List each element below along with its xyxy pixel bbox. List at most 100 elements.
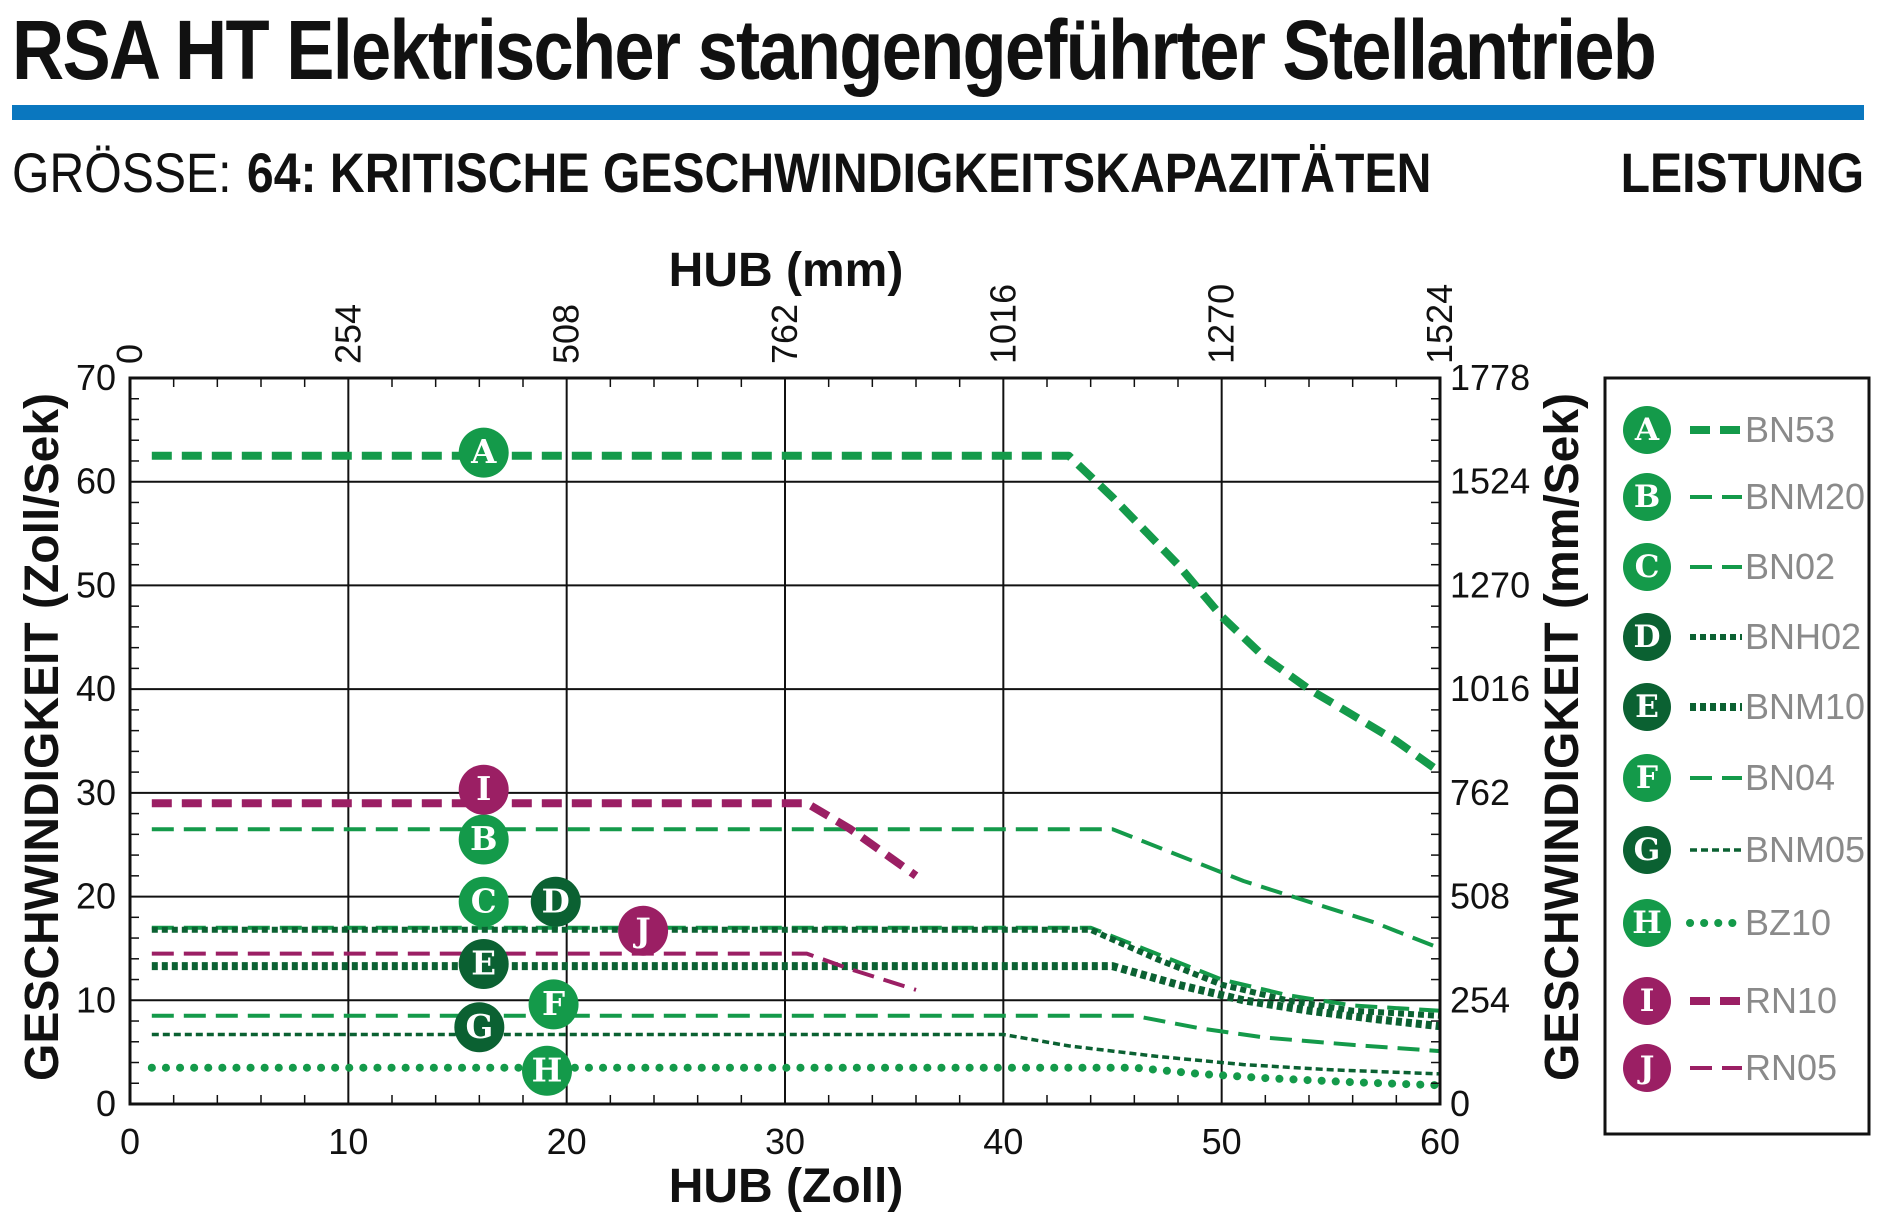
y-right-tick-label: 508	[1450, 876, 1510, 917]
legend-item: B BNM20	[1623, 473, 1865, 521]
legend-marker-j: J	[1623, 1044, 1671, 1092]
series-line-bn53	[151, 451, 1443, 776]
svg-text:C: C	[471, 881, 497, 920]
series-marker-c: C	[458, 876, 509, 927]
grid-layer	[130, 378, 1440, 1104]
x-top-tick-label: 1270	[1201, 284, 1242, 364]
subtitle: GRÖSSE: 64: KRITISCHE GESCHWINDIGKEITSKAP…	[12, 140, 1431, 205]
y-tick-label: 30	[76, 772, 116, 813]
legend-marker-c: C	[1623, 543, 1671, 591]
y-right-tick-label: 254	[1450, 979, 1510, 1020]
x-top-tick-label: 762	[764, 304, 805, 364]
x-top-tick-label: 254	[327, 304, 368, 364]
legend-label: BN04	[1745, 757, 1835, 798]
svg-text:A: A	[470, 432, 497, 471]
series-marker-f: F	[528, 979, 579, 1030]
x-tick-label: 40	[983, 1121, 1023, 1162]
legend-label: BZ10	[1745, 902, 1831, 943]
plot-frame	[128, 376, 1442, 1106]
series-marker-d: D	[530, 876, 581, 927]
series-marker-e: E	[458, 938, 509, 989]
legend-marker-e: E	[1623, 683, 1671, 731]
series-line-rn05	[151, 951, 917, 992]
series-marker-b: B	[458, 814, 509, 865]
title-rule	[12, 105, 1864, 120]
series-line-bnm10	[151, 962, 1441, 1031]
legend-marker-d: D	[1623, 613, 1671, 661]
series-line-bn04	[151, 1013, 1441, 1054]
legend-item: I RN10	[1623, 977, 1837, 1025]
y-right-tick-label: 0	[1450, 1083, 1470, 1124]
legend-label: BNH02	[1745, 616, 1861, 657]
series-marker-j: J	[618, 905, 669, 956]
legend-label: BNM05	[1745, 829, 1865, 870]
y-axis-left-title: GESCHWINDIGKEIT (Zoll/Sek)	[16, 393, 69, 1081]
y-tick-label: 40	[76, 668, 116, 709]
legend-marker-g: G	[1623, 826, 1671, 874]
legend-label: BNM10	[1745, 686, 1865, 727]
legend-item: C BN02	[1623, 543, 1835, 591]
legend-marker-a: A	[1623, 406, 1671, 454]
y-right-tick-label: 1524	[1450, 461, 1530, 502]
series-marker-h: H	[522, 1045, 573, 1096]
x-tick-label: 0	[120, 1121, 140, 1162]
legend-marker-f: F	[1623, 754, 1671, 802]
legend-label: RN05	[1745, 1047, 1837, 1088]
series-line-bnh02	[151, 926, 1441, 1019]
x-top-tick-label: 508	[546, 304, 587, 364]
x-tick-label: 10	[328, 1121, 368, 1162]
svg-text:E: E	[1635, 689, 1659, 725]
y-right-tick-label: 1270	[1450, 564, 1530, 605]
x-tick-label: 20	[547, 1121, 587, 1162]
legend-item: H BZ10	[1623, 899, 1831, 947]
svg-text:B: B	[470, 819, 497, 858]
svg-text:H: H	[1632, 905, 1661, 941]
legend-label: BN53	[1745, 409, 1835, 450]
section-label: LEISTUNG	[1620, 141, 1864, 204]
svg-text:F: F	[1636, 760, 1658, 796]
x-tick-label: 30	[765, 1121, 805, 1162]
svg-text:H: H	[532, 1050, 563, 1089]
svg-text:I: I	[476, 769, 491, 808]
y-tick-label: 60	[76, 461, 116, 502]
legend-label: RN10	[1745, 980, 1837, 1021]
svg-text:C: C	[1635, 549, 1660, 585]
legend-item: F BN04	[1623, 754, 1835, 802]
svg-text:I: I	[1640, 983, 1655, 1019]
svg-text:B: B	[1634, 479, 1660, 515]
x-top-tick-label: 0	[109, 344, 150, 364]
legend-item: E BNM10	[1623, 683, 1865, 731]
legend-marker-b: B	[1623, 473, 1671, 521]
size-label: GRÖSSE:	[12, 141, 232, 204]
x-axis-bottom-title: HUB (Zoll)	[669, 1160, 904, 1212]
y-right-tick-label: 762	[1450, 772, 1510, 813]
legend-marker-h: H	[1623, 899, 1671, 947]
x-tick-label: 50	[1202, 1121, 1242, 1162]
y-right-tick-label: 1778	[1450, 357, 1530, 398]
y-tick-label: 70	[76, 357, 116, 398]
legend: A BN53 B BNM20 C BN02 D BNH02 E BNM10 F BN04 G BNM05 H…	[1603, 376, 1871, 1136]
legend-item: A BN53	[1623, 406, 1835, 454]
page-title: RSA HT Elektrischer stangengeführter Ste…	[12, 3, 1657, 97]
series-marker-i: I	[458, 764, 509, 815]
legend-item: D BNH02	[1623, 613, 1861, 661]
svg-text:D: D	[542, 881, 570, 920]
series-marker-g: G	[454, 1002, 505, 1053]
legend-label: BNM20	[1745, 476, 1865, 517]
series-layer	[147, 451, 1444, 1090]
legend-item: J RN05	[1623, 1044, 1837, 1092]
svg-text:F: F	[542, 984, 565, 1023]
svg-text:A: A	[1634, 412, 1660, 448]
svg-text:G: G	[1634, 832, 1661, 868]
y-axis-right-title: GESCHWINDIGKEIT (mm/Sek)	[1536, 393, 1589, 1081]
series-line-bz10	[147, 1063, 1444, 1090]
x-axis-top-title: HUB (mm)	[669, 244, 904, 297]
y-right-tick-label: 1016	[1450, 668, 1530, 709]
series-line-bn02	[151, 925, 1441, 1013]
series-marker-a: A	[458, 427, 509, 478]
legend-label: BN02	[1745, 546, 1835, 587]
series-line-bnm20	[151, 827, 1441, 951]
series-line-rn10	[151, 799, 919, 880]
svg-text:E: E	[471, 943, 496, 982]
